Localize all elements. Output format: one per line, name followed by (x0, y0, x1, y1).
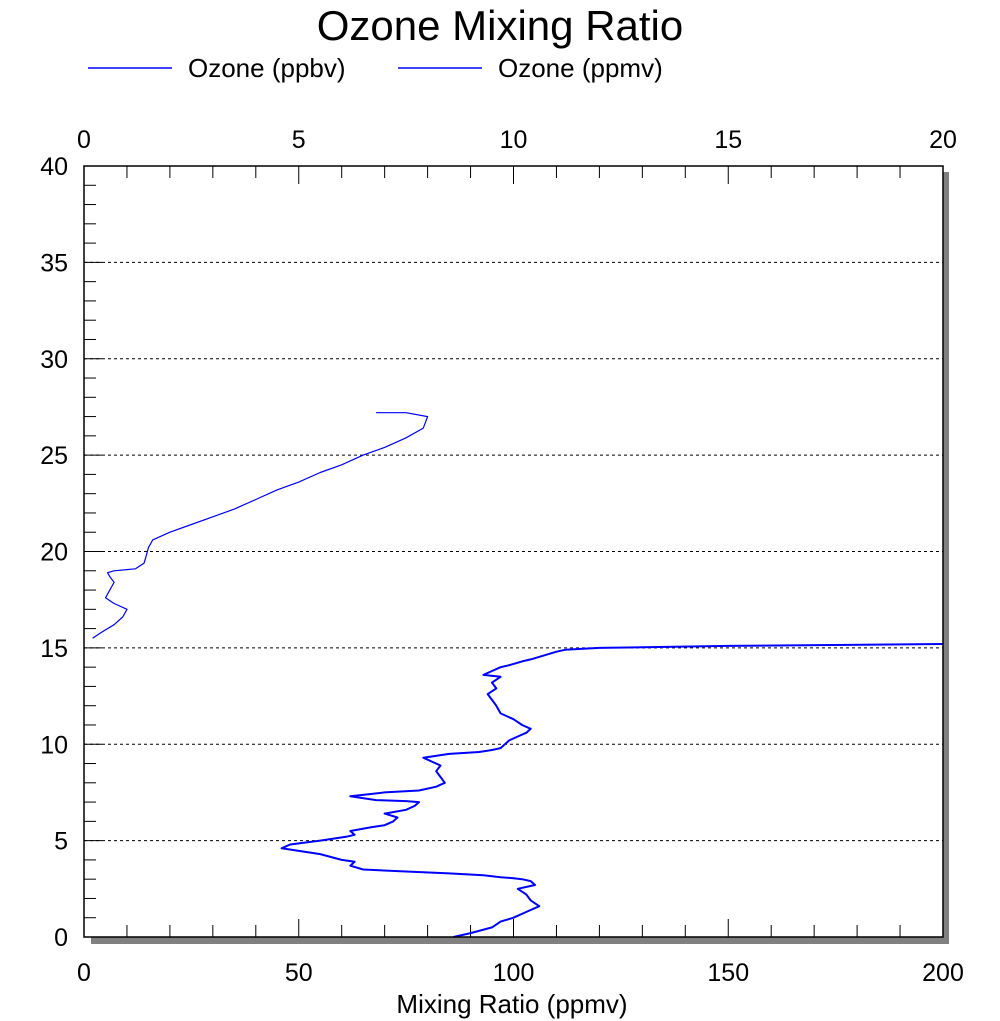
tick-labels: 0 5 10 15 20 25 30 35 40 0 50 100 150 200 0 5 10 15 20 (40, 126, 964, 987)
frame-shadow-bottom (91, 937, 949, 944)
x-bottom-tick-label: 200 (922, 959, 964, 987)
plot-frame (83, 165, 944, 938)
x-top-tick-label: 5 (292, 126, 306, 154)
legend-label-ozone-ppbv: Ozone (ppbv) (188, 53, 346, 83)
y-tick-label: 15 (40, 635, 68, 663)
chart-title: Ozone Mixing Ratio (317, 2, 684, 49)
grid-lines (84, 261, 943, 842)
x-top-tick-label: 15 (714, 126, 742, 154)
series-line-ozone-ppbv (280, 643, 944, 938)
y-tick-label: 40 (40, 153, 68, 181)
y-tick-label: 20 (40, 539, 68, 567)
x-top-tick-label: 20 (929, 126, 957, 154)
legend-label-ozone-ppmv: Ozone (ppmv) (498, 53, 663, 83)
tick-marks (83, 165, 944, 938)
series-lines (92, 412, 944, 938)
x-top-tick-label: 10 (500, 126, 528, 154)
x-bottom-tick-label: 50 (285, 959, 313, 987)
x-top-tick-label: 0 (77, 126, 91, 154)
y-tick-label: 0 (54, 924, 68, 952)
x-bottom-tick-label: 150 (707, 959, 749, 987)
y-tick-label: 10 (40, 731, 68, 759)
frame-shadow-right (943, 172, 949, 944)
x-bottom-tick-label: 0 (77, 959, 91, 987)
y-tick-label: 30 (40, 346, 68, 374)
series-line-ozone-ppmv (92, 412, 429, 639)
y-tick-label: 35 (40, 249, 68, 277)
x-axis-label: Mixing Ratio (ppmv) (396, 989, 627, 1019)
y-tick-label: 5 (54, 828, 68, 856)
legend: Ozone (ppbv) Ozone (ppmv) (88, 53, 663, 83)
y-tick-label: 25 (40, 442, 68, 470)
x-bottom-tick-label: 100 (493, 959, 535, 987)
